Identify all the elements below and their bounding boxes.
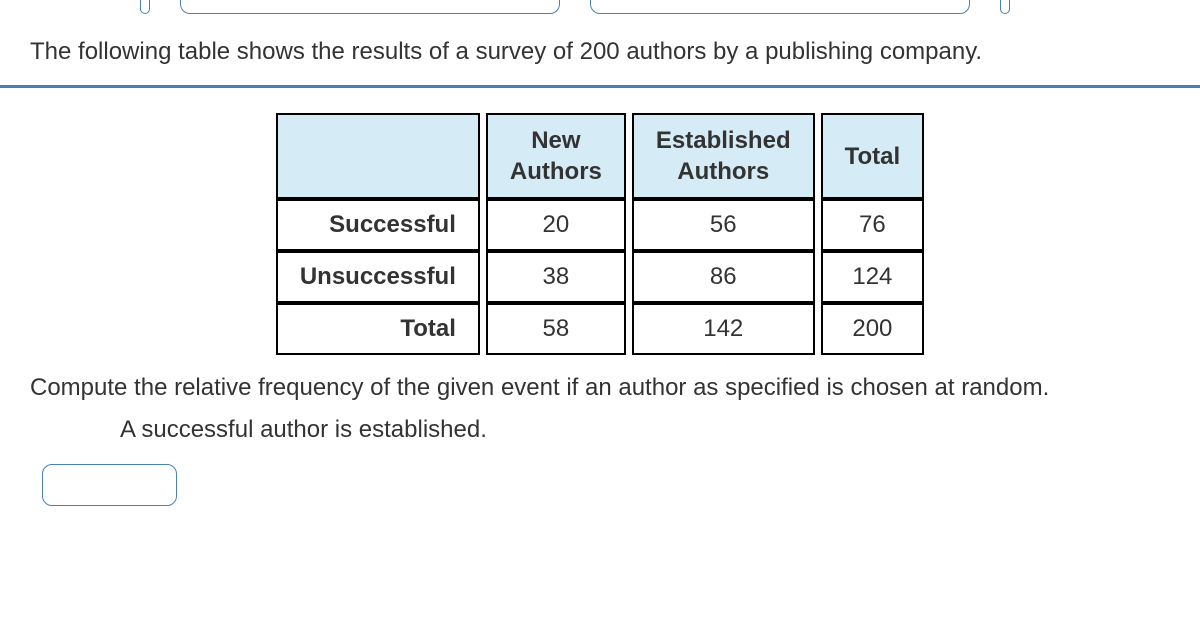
tab-fragment [590,0,970,14]
sub-question-text: A successful author is established. [120,416,1170,444]
section-divider [0,85,1200,88]
col-header-new: NewAuthors [486,113,626,199]
table-corner-blank [276,113,480,199]
cell-value: 200 [821,303,925,355]
col-header-label: EstablishedAuthors [656,127,791,185]
col-header-label: NewAuthors [510,127,602,185]
table-row: Successful 20 56 76 [276,199,924,251]
row-header-successful: Successful [276,199,480,251]
table-row: Unsuccessful 38 86 124 [276,251,924,303]
tab-fragment [140,0,150,14]
cell-value: 56 [632,199,815,251]
cell-value: 124 [821,251,925,303]
cell-value: 58 [486,303,626,355]
tab-fragment [1000,0,1010,14]
survey-table: NewAuthors EstablishedAuthors Total Succ… [270,113,930,355]
cell-value: 142 [632,303,815,355]
tab-fragments-row [0,0,1200,14]
cell-value: 76 [821,199,925,251]
col-header-established: EstablishedAuthors [632,113,815,199]
row-header-total: Total [276,303,480,355]
col-header-total: Total [821,113,925,199]
cell-value: 38 [486,251,626,303]
intro-text: The following table shows the results of… [30,34,1170,70]
question-container: The following table shows the results of… [0,34,1200,506]
table-header-row: NewAuthors EstablishedAuthors Total [276,113,924,199]
question-text: Compute the relative frequency of the gi… [30,370,1170,406]
table-row: Total 58 142 200 [276,303,924,355]
tab-fragment [180,0,560,14]
cell-value: 20 [486,199,626,251]
answer-input[interactable] [42,464,177,506]
cell-value: 86 [632,251,815,303]
row-header-unsuccessful: Unsuccessful [276,251,480,303]
